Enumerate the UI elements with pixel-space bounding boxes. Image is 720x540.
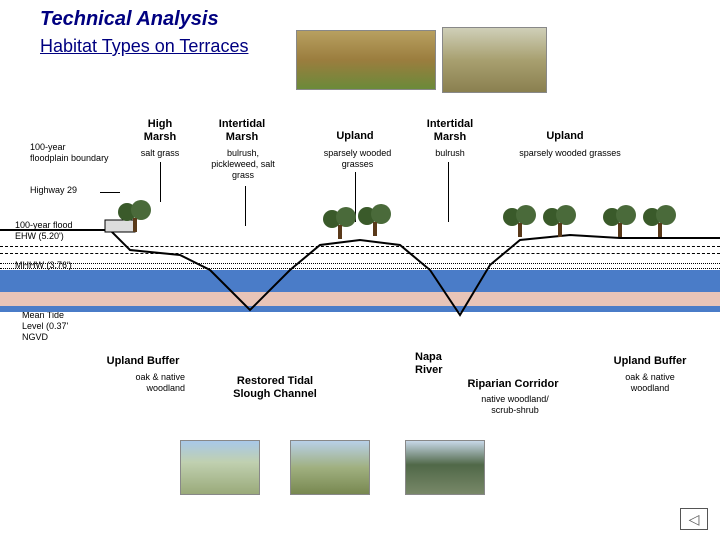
- annot-highway: Highway 29: [30, 185, 110, 196]
- zone-intertidal1-sub: bulrush, pickleweed, salt grass: [202, 148, 284, 180]
- zone-intertidal1-label: Intertidal Marsh: [202, 118, 282, 144]
- buffer1-label: Upland Buffer: [88, 355, 198, 368]
- zone-upland2-sub: sparsely wooded grasses: [500, 148, 640, 159]
- buffer2-sub: oak & native woodland: [610, 372, 690, 394]
- zone-high-marsh-label: High Marsh: [130, 118, 190, 144]
- zone-intertidal2-label: Intertidal Marsh: [410, 118, 490, 144]
- buffer2-label: Upland Buffer: [595, 355, 705, 368]
- tree-icon: [115, 198, 155, 238]
- page-title: Technical Analysis: [40, 8, 219, 31]
- prev-slide-icon[interactable]: ◁: [680, 508, 708, 530]
- header-photo-2: [442, 27, 547, 93]
- zone-intertidal2-sub: bulrush: [425, 148, 475, 159]
- zone-upland1-label: Upland: [320, 130, 390, 143]
- riparian-sub: native woodland/ scrub-shrub: [460, 394, 570, 416]
- buffer1-sub: oak & native woodland: [105, 372, 185, 394]
- leader-high-marsh: [160, 162, 161, 202]
- tree-icon: [320, 205, 360, 245]
- restored-label: Restored Tidal Slough Channel: [210, 375, 340, 401]
- photo-bottom-1: [180, 440, 260, 495]
- header-photo-1: [296, 30, 436, 90]
- page-subtitle: Habitat Types on Terraces: [40, 36, 248, 57]
- zone-upland1-sub: sparsely wooded grasses: [310, 148, 405, 170]
- photo-bottom-3: [405, 440, 485, 495]
- photo-bottom-2: [290, 440, 370, 495]
- napa-label: Napa River: [415, 351, 475, 377]
- tree-icon: [640, 203, 680, 243]
- tree-icon: [540, 203, 580, 243]
- zone-high-marsh-sub: salt grass: [130, 148, 190, 159]
- tree-icon: [355, 202, 395, 242]
- zone-upland2-label: Upland: [530, 130, 600, 143]
- riparian-label: Riparian Corridor: [448, 378, 578, 391]
- tree-icon: [600, 203, 640, 243]
- leader-highway: [100, 192, 120, 193]
- annot-floodplain: 100-year floodplain boundary: [30, 142, 130, 164]
- tree-icon: [500, 203, 540, 243]
